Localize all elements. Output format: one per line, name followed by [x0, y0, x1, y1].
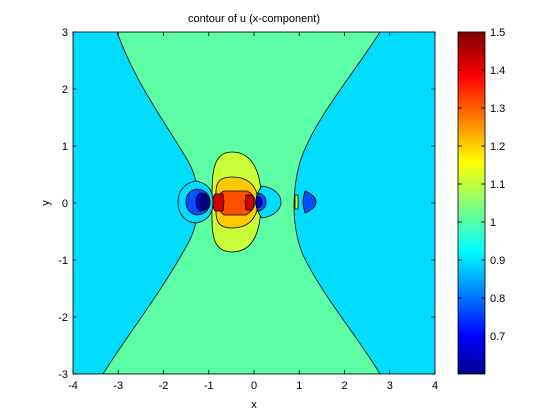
- colorbar-tick-label: 1.4: [490, 65, 505, 77]
- x-tick-label: 3: [387, 380, 393, 392]
- contour-region-level-0.8-far-right: [302, 190, 317, 214]
- y-tick-label: -1: [58, 255, 68, 267]
- contour-region-level-1.4-left: [212, 193, 225, 212]
- colorbar-tick-label: 0.8: [490, 293, 505, 305]
- y-tick-label: 2: [62, 84, 68, 96]
- colorbar-tick-label: 1: [490, 217, 496, 229]
- colorbar-tick-label: 1.1: [490, 179, 505, 191]
- contour-plot-area: [73, 32, 435, 374]
- x-tick-label: 0: [251, 380, 257, 392]
- x-tick-label: 4: [432, 380, 438, 392]
- colorbar-tick-label: 1.2: [490, 141, 505, 153]
- x-tick-label: 1: [296, 380, 302, 392]
- x-tick-label: -3: [113, 380, 123, 392]
- contour-region-level-0.7-right: [255, 195, 263, 209]
- y-tick-label: -2: [58, 312, 68, 324]
- colorbar-tick-label: 1.5: [490, 27, 505, 39]
- x-axis-ticks: -4 -3 -2 -1 0 1 2 3 4: [68, 32, 438, 392]
- x-tick-label: -4: [68, 380, 78, 392]
- colorbar-ticks: 0.7 0.8 0.9 1 1.1 1.2 1.3 1.4 1.5: [458, 27, 505, 343]
- x-axis-label: x: [251, 399, 257, 411]
- y-axis-ticks: -3 -2 -1 0 1 2 3: [58, 27, 435, 381]
- colorbar: [457, 31, 486, 375]
- y-tick-label: -3: [58, 369, 68, 381]
- colorbar-tick-label: 0.9: [490, 255, 505, 267]
- colorbar-tick-label: 0.7: [490, 331, 505, 343]
- contour-region-level-0.6-left: [199, 194, 211, 210]
- y-tick-label: 1: [62, 141, 68, 153]
- colorbar-tick-label: 1.3: [490, 103, 505, 115]
- x-tick-label: -2: [159, 380, 169, 392]
- y-tick-label: 3: [62, 27, 68, 39]
- x-tick-label: 2: [341, 380, 347, 392]
- chart-title: contour of u (x-component): [188, 13, 320, 25]
- y-tick-label: 0: [62, 198, 68, 210]
- contour-region-level-1.4-right: [244, 194, 254, 211]
- x-tick-label: -1: [204, 380, 214, 392]
- contour-region-level-1.1-sliver: [294, 194, 299, 210]
- y-axis-label: y: [40, 200, 52, 206]
